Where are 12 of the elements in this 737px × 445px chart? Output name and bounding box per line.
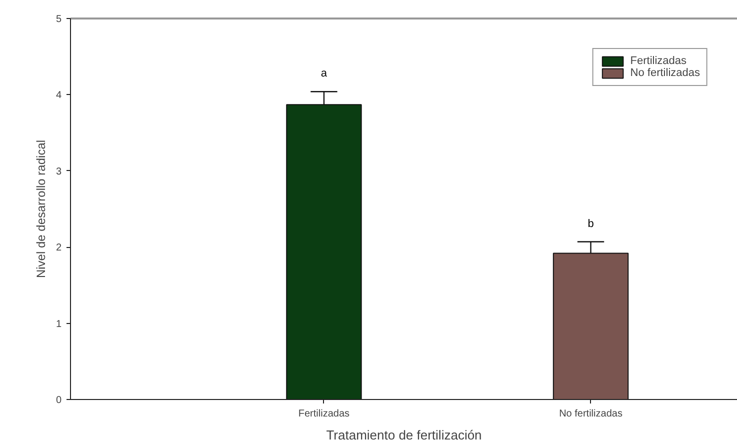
- y-axis-title: Nivel de desarrollo radical: [34, 140, 48, 278]
- y-tick-label: 5: [56, 14, 62, 25]
- x-axis-title: Tratamiento de fertilización: [326, 428, 482, 442]
- legend-label: Fertilizadas: [630, 55, 687, 67]
- y-tick-label: 2: [56, 242, 62, 254]
- annotation: a: [320, 68, 328, 80]
- legend-label: No fertilizadas: [630, 67, 700, 79]
- annotation: b: [588, 218, 594, 230]
- y-tick-label: 0: [56, 395, 62, 406]
- y-tick-label: 3: [56, 166, 62, 178]
- y-tick-label: 4: [56, 90, 62, 102]
- y-tick-label: 1: [56, 318, 62, 330]
